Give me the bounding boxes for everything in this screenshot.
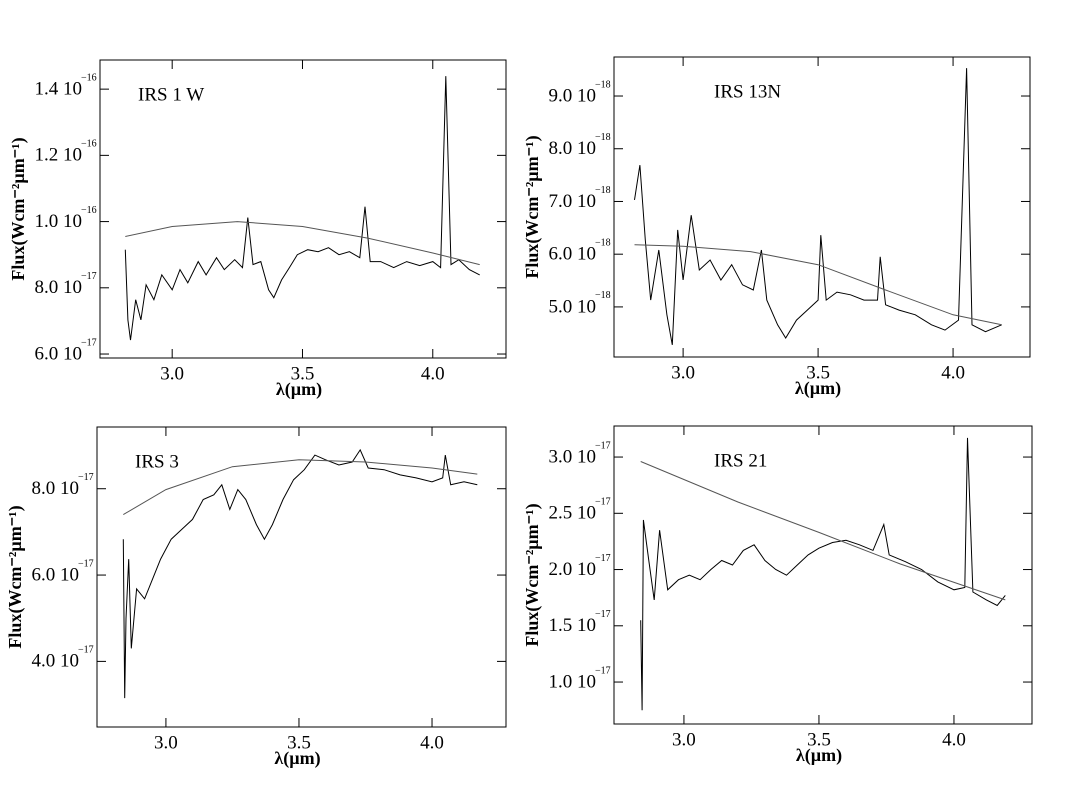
y-tick-exponent: −16 <box>81 72 97 83</box>
y-tick-label: 1.2 10 <box>35 145 83 166</box>
x-tick-label: 3.5 <box>807 729 831 750</box>
y-tick-label: 6.0 10 <box>35 343 83 364</box>
y-tick-exponent: −18 <box>595 237 611 248</box>
x-tick-label: 3.0 <box>154 732 178 753</box>
x-tick-label: 3.5 <box>287 732 311 753</box>
y-tick-label: 2.5 10 <box>549 503 597 524</box>
y-axis-label: Flux(Wcm⁻²µm⁻¹) <box>522 503 543 646</box>
panel-label: IRS 1 W <box>138 84 204 105</box>
spectrum-line <box>640 437 1006 711</box>
x-tick-label: 3.5 <box>291 363 315 384</box>
y-tick-exponent: −17 <box>595 609 611 620</box>
y-tick-exponent: −18 <box>595 290 611 301</box>
x-tick-label: 4.0 <box>421 363 445 384</box>
y-tick-exponent: −17 <box>81 271 97 282</box>
x-axis-label: λ(µm) <box>276 379 322 400</box>
plot-frame <box>613 56 1031 358</box>
x-tick-label: 4.0 <box>941 362 965 383</box>
spectrum-line <box>124 76 480 341</box>
y-tick-label: 4.0 10 <box>32 651 80 672</box>
y-tick-exponent: −16 <box>81 139 97 150</box>
spectrum-line <box>634 68 1002 345</box>
y-tick-label: 1.5 10 <box>549 615 597 636</box>
y-axis-label: Flux(Wcm⁻²µm⁻¹) <box>8 137 29 280</box>
spectrum-line <box>123 459 478 516</box>
spectrum-line <box>122 448 478 699</box>
y-axis-label: Flux(Wcm⁻²µm⁻¹) <box>5 505 26 648</box>
spectrum-line <box>125 221 480 266</box>
x-axis-label: λ(µm) <box>274 748 320 769</box>
x-tick-label: 3.0 <box>671 362 695 383</box>
x-axis-label: λ(µm) <box>795 378 841 399</box>
panel-label: IRS 13N <box>714 81 781 102</box>
panel: 3.0 3.5 4.06.0 10−178.0 10−171.0 10−161.2 … <box>8 59 507 400</box>
y-tick-label: 8.0 10 <box>549 138 597 159</box>
y-tick-label: 9.0 10 <box>549 85 597 106</box>
y-tick-label: 8.0 10 <box>35 277 83 298</box>
y-tick-exponent: −16 <box>81 205 97 216</box>
x-tick-label: 3.5 <box>806 362 830 383</box>
y-tick-exponent: −18 <box>595 132 611 143</box>
y-tick-exponent: −17 <box>595 440 611 451</box>
y-tick-label: 1.0 10 <box>35 211 83 232</box>
y-tick-exponent: −18 <box>595 185 611 196</box>
panel: 3.0 3.5 4.01.0 10−171.5 10−172.0 10−172.5 … <box>522 425 1033 766</box>
x-tick-label: 4.0 <box>942 729 966 750</box>
y-tick-label: 5.0 10 <box>549 296 597 317</box>
spectrum-line <box>640 461 1006 601</box>
x-tick-label: 3.0 <box>160 363 184 384</box>
y-tick-exponent: −17 <box>78 645 94 656</box>
y-tick-exponent: −18 <box>595 79 611 90</box>
x-tick-label: 4.0 <box>420 732 444 753</box>
y-tick-label: 6.0 10 <box>32 564 80 585</box>
plot-frame <box>613 425 1033 725</box>
panel-label: IRS 3 <box>135 451 179 472</box>
panel: 3.0 3.5 4.05.0 10−186.0 10−187.0 10−188.0 … <box>522 56 1031 399</box>
y-tick-exponent: −17 <box>81 337 97 348</box>
plot-frame <box>96 426 507 728</box>
x-tick-label: 3.0 <box>672 729 696 750</box>
y-tick-exponent: −17 <box>595 497 611 508</box>
plot-frame <box>99 59 507 359</box>
y-tick-exponent: −17 <box>595 665 611 676</box>
y-tick-label: 7.0 10 <box>549 191 597 212</box>
y-axis-label: Flux(Wcm⁻²µm⁻¹) <box>522 135 543 278</box>
y-tick-label: 8.0 10 <box>32 478 80 499</box>
y-tick-label: 2.0 10 <box>549 559 597 580</box>
y-tick-label: 3.0 10 <box>549 446 597 467</box>
panel: 3.0 3.5 4.04.0 10−176.0 10−178.0 10−17IRS … <box>5 426 507 769</box>
y-tick-exponent: −17 <box>595 553 611 564</box>
y-tick-label: 1.0 10 <box>549 671 597 692</box>
y-tick-exponent: −17 <box>78 472 94 483</box>
y-tick-exponent: −17 <box>78 558 94 569</box>
x-axis-label: λ(µm) <box>796 745 842 766</box>
y-tick-label: 6.0 10 <box>549 244 597 265</box>
panel-label: IRS 21 <box>714 450 767 471</box>
y-tick-label: 1.4 10 <box>35 78 83 99</box>
spectrum-line <box>634 244 1002 326</box>
